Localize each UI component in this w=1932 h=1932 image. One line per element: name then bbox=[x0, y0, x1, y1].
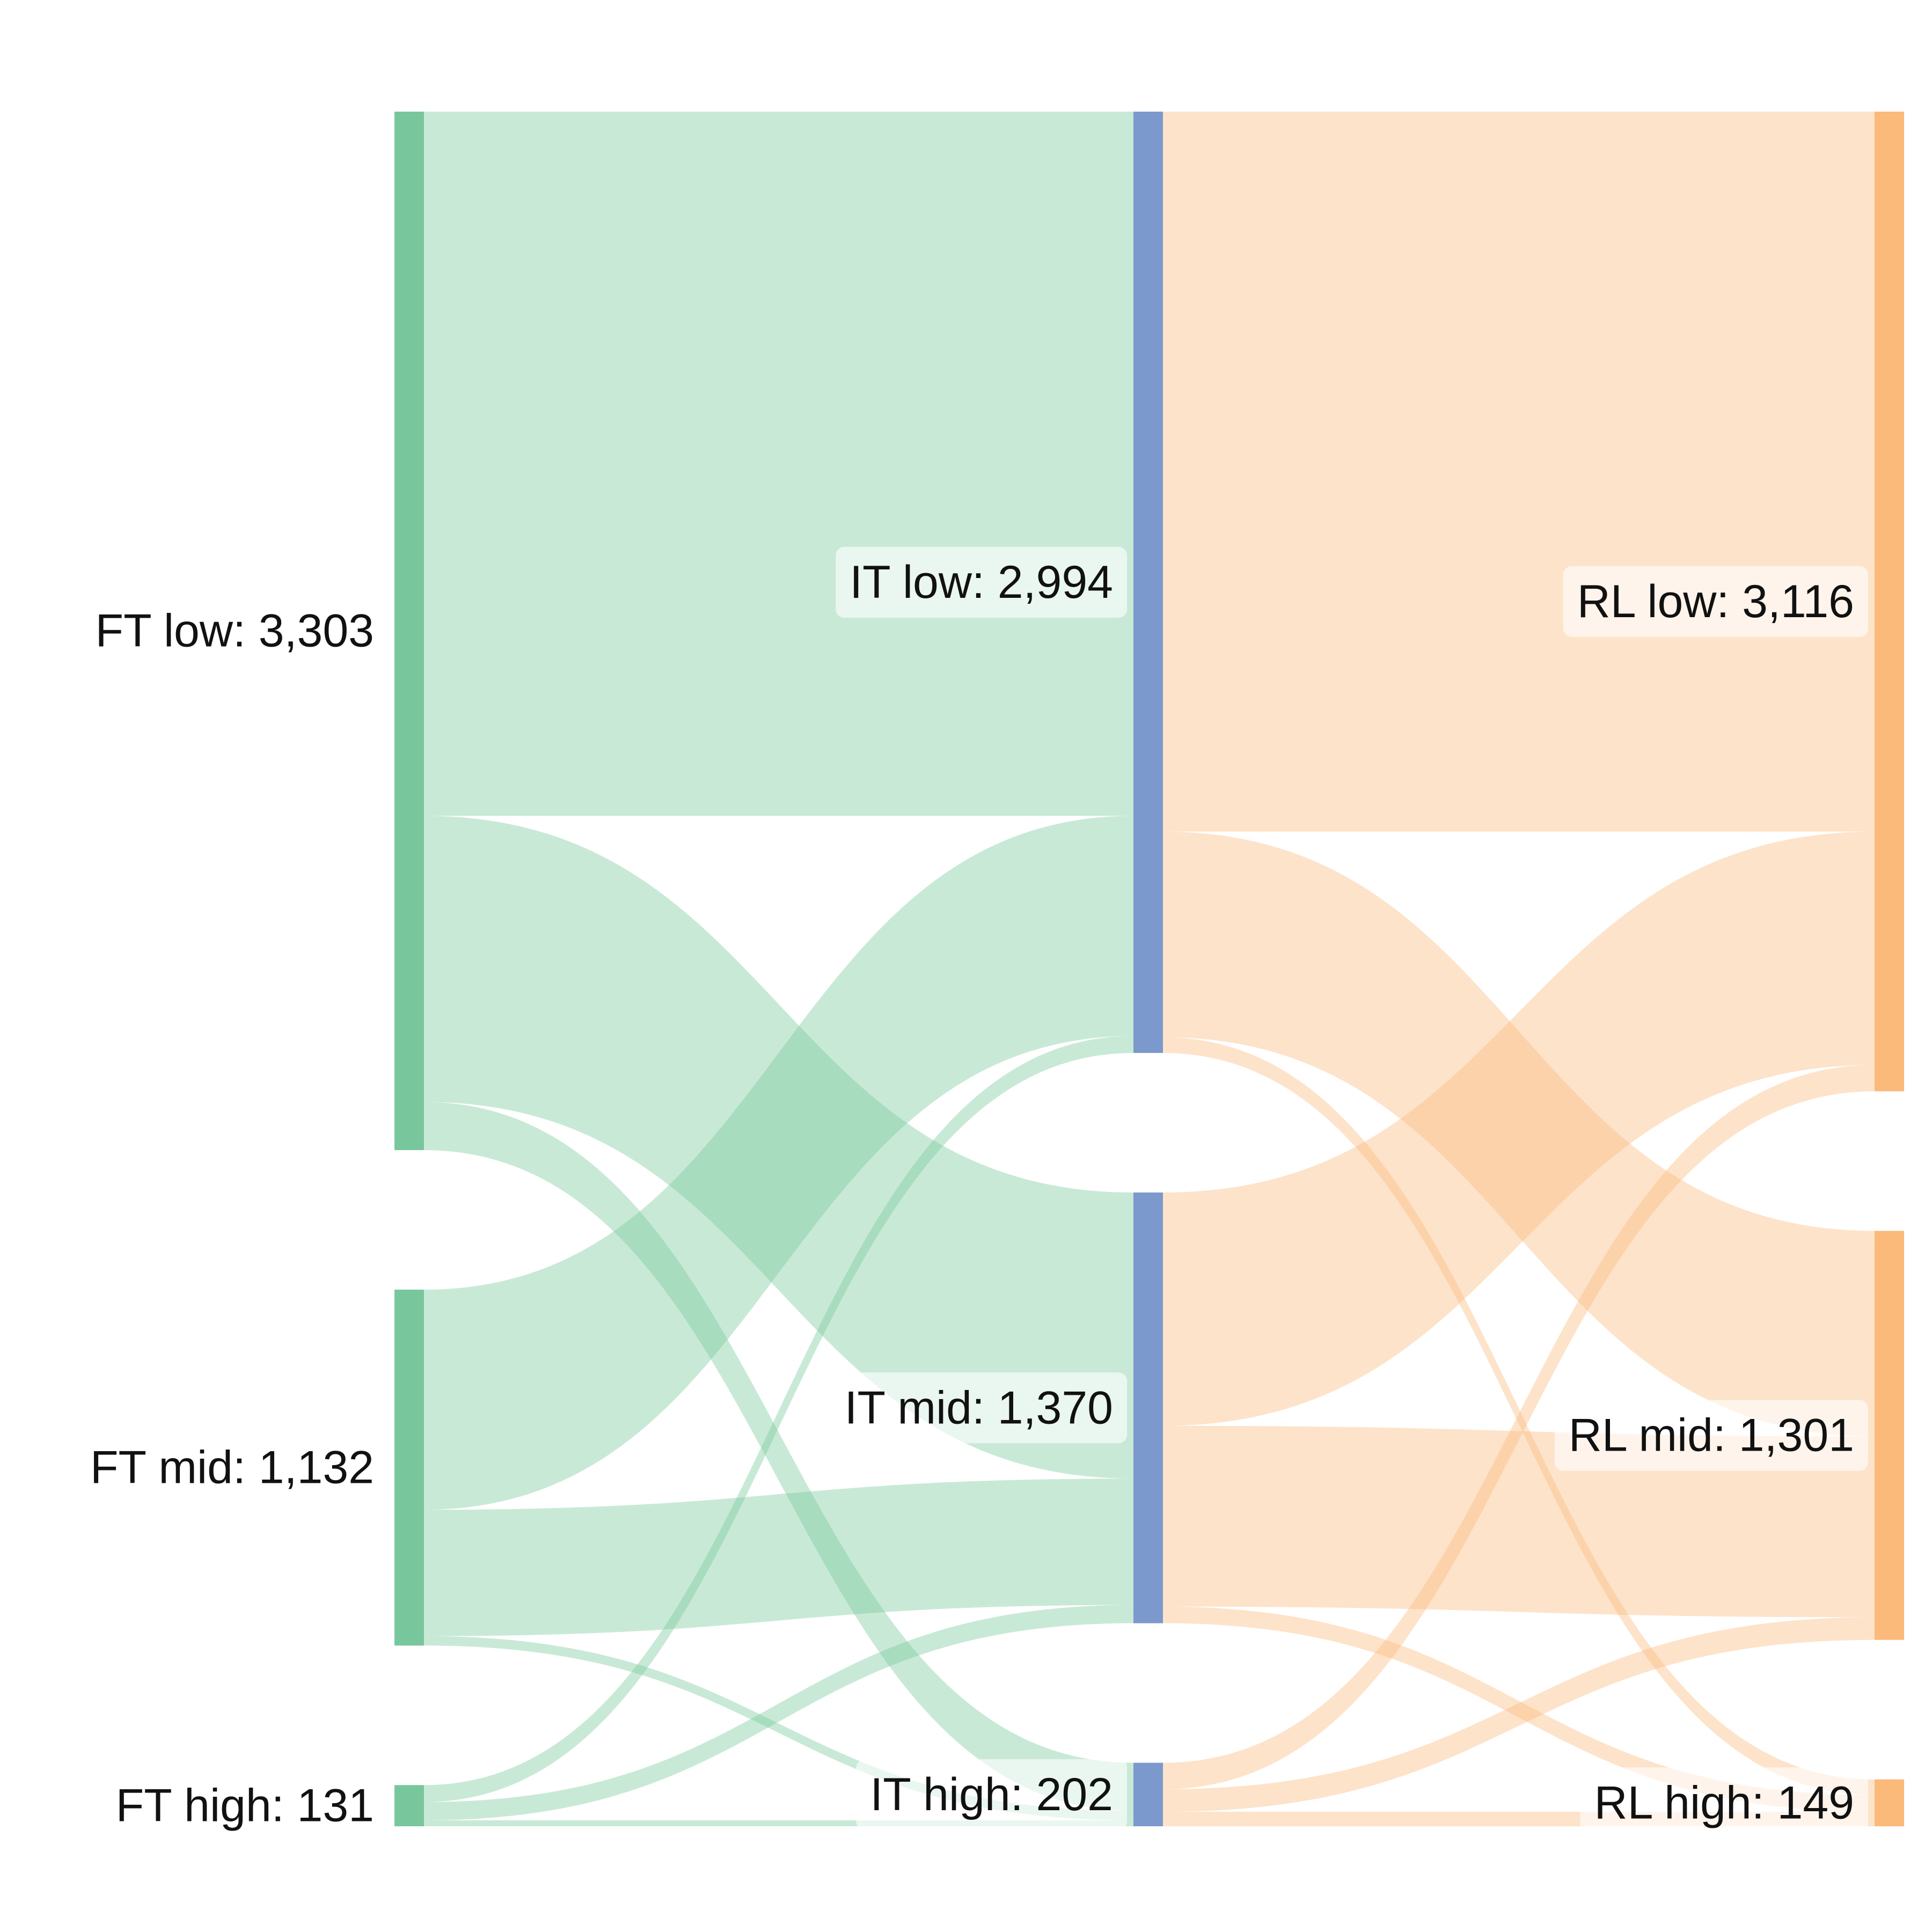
node-label-text-ft-high: FT high: 131 bbox=[116, 1780, 374, 1832]
node-label-ft-mid: FT mid: 1,132 bbox=[90, 1442, 374, 1494]
link-it-high-to-rl-low bbox=[1163, 1065, 1875, 1789]
link-it-low-to-rl-low bbox=[1163, 112, 1875, 832]
link-ft-mid-to-it-low bbox=[424, 816, 1133, 1510]
node-label-box-it-mid bbox=[830, 1372, 1127, 1444]
node-label-box-it-low bbox=[836, 547, 1127, 618]
link-it-mid-to-rl-high bbox=[1163, 1606, 1875, 1812]
link-ft-mid-to-it-mid bbox=[424, 1479, 1133, 1636]
link-ft-mid-to-it-high bbox=[424, 1636, 1133, 1820]
link-ft-low-to-it-mid bbox=[424, 816, 1133, 1479]
node-label-box-rl-low bbox=[1563, 566, 1868, 637]
node-it-mid bbox=[1133, 1192, 1163, 1623]
node-label-ft-low: FT low: 3,303 bbox=[96, 605, 374, 657]
link-ft-high-to-it-low bbox=[424, 1036, 1133, 1802]
node-label-ft-high: FT high: 131 bbox=[116, 1780, 374, 1832]
node-ft-high bbox=[394, 1785, 424, 1826]
link-ft-low-to-it-high bbox=[424, 1102, 1133, 1811]
node-ft-mid bbox=[394, 1290, 424, 1646]
node-it-low bbox=[1133, 112, 1163, 1053]
node-label-box-rl-high bbox=[1580, 1767, 1868, 1839]
link-ft-low-to-it-low bbox=[424, 112, 1133, 816]
node-label-box-rl-mid bbox=[1554, 1400, 1868, 1471]
node-ft-low bbox=[394, 112, 424, 1151]
link-ft-high-to-it-mid bbox=[424, 1605, 1133, 1820]
node-rl-mid bbox=[1875, 1231, 1904, 1640]
nodes-layer bbox=[394, 112, 1904, 1826]
node-rl-high bbox=[1875, 1779, 1904, 1826]
node-label-rl-low: RL low: 3,116 bbox=[1563, 566, 1868, 637]
node-label-text-rl-high: RL high: 149 bbox=[1594, 1777, 1854, 1828]
node-label-text-ft-low: FT low: 3,303 bbox=[96, 605, 374, 657]
link-it-mid-to-rl-mid bbox=[1163, 1425, 1875, 1618]
link-it-high-to-rl-mid bbox=[1163, 1617, 1875, 1812]
links-layer bbox=[424, 112, 1875, 1826]
node-label-rl-mid: RL mid: 1,301 bbox=[1554, 1400, 1868, 1471]
node-label-box-it-high bbox=[856, 1759, 1127, 1830]
link-it-low-to-rl-high bbox=[1163, 1037, 1875, 1796]
link-it-mid-to-rl-low bbox=[1163, 831, 1875, 1426]
labels-layer: FT low: 3,303 FT mid: 1,132 FT high: 131 IT… bbox=[90, 547, 1868, 1839]
node-label-text-it-low: IT low: 2,994 bbox=[850, 557, 1113, 608]
node-rl-low bbox=[1875, 112, 1904, 1092]
node-label-rl-high: RL high: 149 bbox=[1580, 1767, 1868, 1839]
node-label-text-it-mid: IT mid: 1,370 bbox=[845, 1382, 1113, 1433]
node-label-text-rl-low: RL low: 3,116 bbox=[1577, 576, 1854, 627]
node-it-high bbox=[1133, 1762, 1163, 1826]
node-label-it-mid: IT mid: 1,370 bbox=[830, 1372, 1127, 1444]
node-label-text-rl-mid: RL mid: 1,301 bbox=[1569, 1410, 1854, 1461]
node-label-text-ft-mid: FT mid: 1,132 bbox=[90, 1442, 374, 1494]
link-it-low-to-rl-mid bbox=[1163, 831, 1875, 1437]
node-label-text-it-high: IT high: 202 bbox=[870, 1769, 1113, 1820]
node-label-it-low: IT low: 2,994 bbox=[836, 547, 1127, 618]
node-label-it-high: IT high: 202 bbox=[856, 1759, 1127, 1830]
